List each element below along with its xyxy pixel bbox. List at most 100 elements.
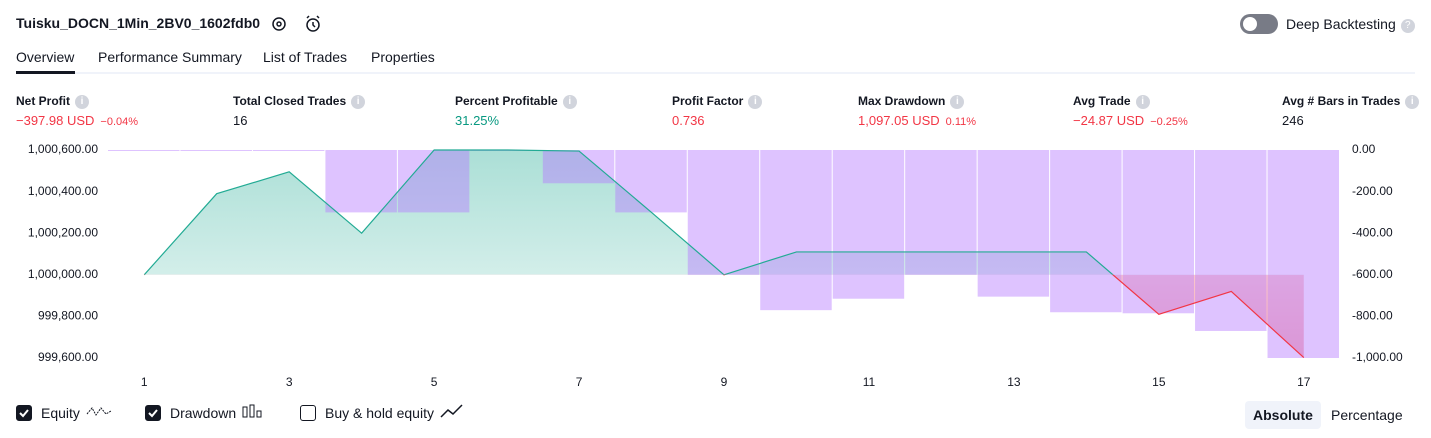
drawdown-bar bbox=[1050, 150, 1122, 313]
x-tick-label: 5 bbox=[431, 375, 438, 389]
tab[interactable]: Properties bbox=[371, 49, 435, 65]
drawdown-bar bbox=[542, 150, 615, 184]
x-tick-label: 9 bbox=[721, 375, 728, 389]
toggle-text: Deep Backtesting bbox=[1286, 16, 1396, 32]
metric-value-text: 0.736 bbox=[672, 113, 705, 128]
drawdown-bar bbox=[397, 150, 470, 213]
drawdown-bar bbox=[252, 150, 325, 151]
equity-line-negative bbox=[144, 274, 1305, 359]
legend-label: Buy & hold equity bbox=[325, 404, 434, 421]
metric-value-text: 16 bbox=[233, 113, 248, 128]
metric-value: 246 bbox=[1282, 113, 1304, 128]
metric-label-text: Profit Factor bbox=[672, 94, 744, 108]
legend-label: Equity bbox=[41, 404, 80, 421]
drawdown-bar bbox=[1122, 150, 1195, 314]
header-icons[interactable] bbox=[270, 14, 330, 34]
mode-button[interactable]: Percentage bbox=[1331, 407, 1403, 423]
y-tick-label: 999,800.00 bbox=[38, 309, 98, 323]
strategy-title: Tuisku_DOCN_1Min_2BV0_1602fdb0 bbox=[16, 15, 261, 31]
y2-tick-label: 0.00 bbox=[1352, 142, 1376, 156]
drawdown-bar bbox=[687, 150, 760, 275]
y2-tick-label: -800.00 bbox=[1352, 309, 1393, 323]
y2-tick-label: -1,000.00 bbox=[1352, 350, 1403, 364]
toggle[interactable] bbox=[1240, 14, 1278, 34]
y-tick-label: 1,000,400.00 bbox=[28, 184, 98, 198]
metric-value-text: 246 bbox=[1282, 113, 1304, 128]
metric-label: Total Closed Trades i bbox=[233, 94, 366, 109]
x-tick-label: 1 bbox=[141, 375, 148, 389]
checkbox[interactable] bbox=[300, 404, 316, 421]
legend-label: Drawdown bbox=[170, 404, 237, 421]
info-icon: i bbox=[75, 95, 89, 109]
metric-value: 1,097.05 USD 0.11% bbox=[858, 113, 976, 128]
metric-value-text: 31.25% bbox=[455, 113, 500, 128]
drawdown-bar bbox=[108, 150, 180, 151]
x-tick-label: 3 bbox=[286, 375, 293, 389]
legend-icon bbox=[434, 404, 464, 421]
info-icon: i bbox=[1405, 95, 1420, 109]
mode-button[interactable]: Absolute bbox=[1245, 401, 1321, 429]
tab-underline bbox=[16, 71, 75, 74]
equity-area-negative bbox=[144, 274, 1304, 358]
metric-value-text: −397.98 USD bbox=[16, 113, 95, 128]
x-tick-label: 11 bbox=[863, 375, 876, 389]
metric-label-text: Max Drawdown bbox=[858, 94, 946, 108]
y2-tick-label: -600.00 bbox=[1352, 267, 1393, 281]
metric-percent: −0.25% bbox=[1150, 116, 1188, 128]
metric-label: Percent Profitable i bbox=[455, 94, 577, 109]
drawdown-bar bbox=[977, 150, 1050, 297]
drawdown-bar bbox=[180, 150, 252, 151]
drawdown-bar bbox=[1195, 150, 1267, 331]
y2-tick-label: -400.00 bbox=[1352, 225, 1393, 239]
metric-value: 31.25% bbox=[455, 113, 499, 128]
metric-value: 16 bbox=[233, 113, 247, 128]
info-icon: i bbox=[748, 95, 763, 109]
tab[interactable]: Overview bbox=[16, 49, 75, 65]
checkbox[interactable] bbox=[145, 404, 161, 421]
info-icon: i bbox=[562, 95, 577, 109]
y2-tick-label: -200.00 bbox=[1352, 184, 1393, 198]
metric-percent: 0.11% bbox=[945, 116, 977, 128]
legend-icon bbox=[80, 404, 112, 421]
metric-label: Max Drawdown i bbox=[858, 94, 965, 109]
toggle-label: Deep Backtesting? bbox=[1286, 16, 1415, 33]
drawdown-bar bbox=[615, 150, 687, 213]
metric-label-text: Avg # Bars in Trades bbox=[1282, 94, 1401, 108]
metric-value: 0.736 bbox=[672, 113, 705, 128]
metric-label-text: Percent Profitable bbox=[455, 94, 558, 108]
metric-label-text: Net Profit bbox=[16, 94, 70, 108]
legend-item[interactable]: Drawdown bbox=[145, 404, 264, 421]
drawdown-bar bbox=[1267, 150, 1339, 358]
equity-line bbox=[143, 149, 1114, 275]
y-tick-label: 1,000,000.00 bbox=[28, 267, 98, 281]
x-tick-label: 15 bbox=[1152, 375, 1166, 389]
metric-value-text: 1,097.05 USD bbox=[858, 113, 940, 128]
legend-item[interactable]: Buy & hold equity bbox=[300, 404, 464, 421]
y-tick-label: 1,000,200.00 bbox=[28, 225, 98, 239]
y-tick-label: 1,000,600.00 bbox=[28, 142, 98, 156]
drawdown-bar bbox=[760, 150, 832, 311]
tab[interactable]: List of Trades bbox=[263, 49, 348, 65]
metric-label: Avg Trade i bbox=[1073, 94, 1150, 109]
checkbox[interactable] bbox=[16, 404, 32, 421]
info-icon: i bbox=[1135, 95, 1150, 109]
metric-value-text: −24.87 USD bbox=[1073, 113, 1145, 128]
tab-divider bbox=[16, 72, 1415, 74]
x-tick-label: 7 bbox=[576, 375, 583, 389]
legend-icon bbox=[236, 404, 264, 421]
drawdown-bar bbox=[325, 150, 397, 213]
metric-percent: −0.04% bbox=[100, 116, 139, 128]
info-icon: i bbox=[351, 95, 366, 109]
metric-label: Avg # Bars in Trades i bbox=[1282, 94, 1420, 109]
x-tick-label: 17 bbox=[1297, 375, 1311, 389]
tab[interactable]: Performance Summary bbox=[98, 49, 242, 65]
metric-label: Net Profit i bbox=[16, 94, 89, 109]
metric-label-text: Avg Trade bbox=[1073, 94, 1131, 108]
metric-label-text: Total Closed Trades bbox=[233, 94, 347, 108]
equity-area-positive bbox=[144, 150, 1113, 275]
metric-value: −397.98 USD −0.04% bbox=[16, 113, 138, 128]
legend-item[interactable]: Equity bbox=[16, 404, 112, 421]
drawdown-bar bbox=[832, 150, 905, 299]
